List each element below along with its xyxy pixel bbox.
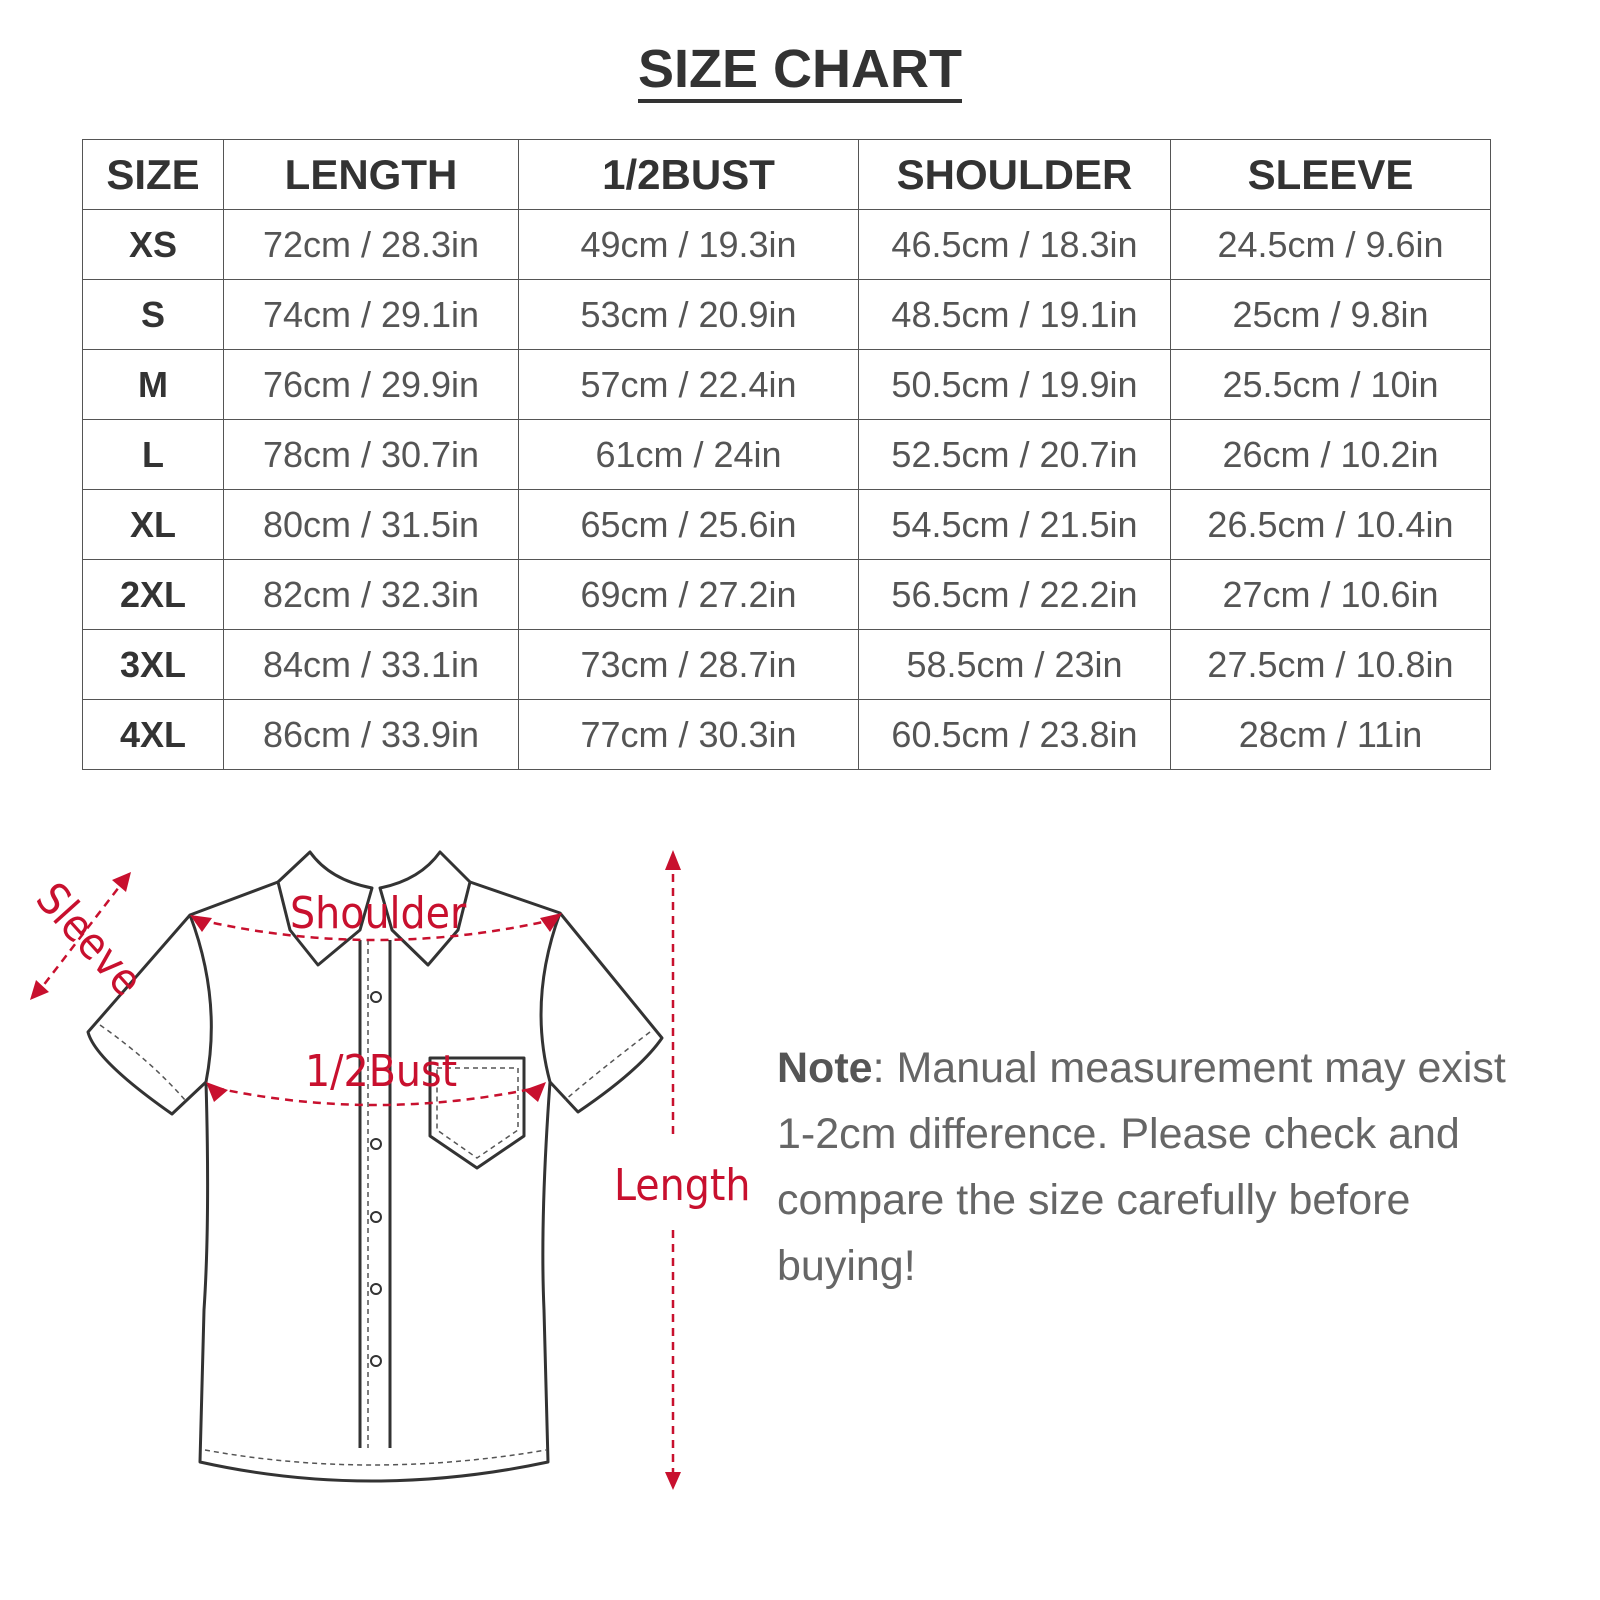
measurement-cell: 25cm / 9.8in (1170, 279, 1491, 350)
measurement-cell: 26.5cm / 10.4in (1170, 489, 1491, 560)
measurement-cell: 77cm / 30.3in (518, 699, 859, 770)
measurement-cell: 53cm / 20.9in (518, 279, 859, 350)
measurement-cell: 50.5cm / 19.9in (858, 349, 1171, 420)
size-cell: M (82, 349, 224, 420)
column-header: LENGTH (223, 139, 519, 210)
shirt-outline (86, 880, 664, 1483)
measurement-cell: 49cm / 19.3in (518, 209, 859, 280)
measurement-cell: 26cm / 10.2in (1170, 419, 1491, 490)
column-header: SLEEVE (1170, 139, 1491, 210)
table-row: XS 72cm / 28.3in 49cm / 19.3in 46.5cm / 18.… (82, 209, 1491, 280)
measurement-cell: 24.5cm / 9.6in (1170, 209, 1491, 280)
page-title: SIZE CHART (0, 38, 1600, 103)
measurement-cell: 61cm / 24in (518, 419, 859, 490)
length-label: Length (614, 1160, 750, 1211)
size-cell: S (82, 279, 224, 350)
measurement-cell: 58.5cm / 23in (858, 629, 1171, 700)
note-label: Note (777, 1044, 873, 1092)
column-header: SHOULDER (858, 139, 1171, 210)
size-cell: 4XL (82, 699, 224, 770)
pocket (428, 1056, 526, 1170)
size-cell: XL (82, 489, 224, 560)
measurement-cell: 60.5cm / 23.8in (858, 699, 1171, 770)
table-row: XL 80cm / 31.5in 65cm / 25.6in 54.5cm / 21.… (82, 489, 1491, 560)
measurement-cell: 72cm / 28.3in (223, 209, 519, 280)
size-cell: 3XL (82, 629, 224, 700)
measurement-cell: 27.5cm / 10.8in (1170, 629, 1491, 700)
size-table: SIZE LENGTH 1/2BUST SHOULDER SLEEVE XS 72cm /… (82, 139, 1491, 770)
measurement-cell: 73cm / 28.7in (518, 629, 859, 700)
table-row: L 78cm / 30.7in 61cm / 24in 52.5cm / 20.7in… (82, 419, 1491, 490)
table-row: S 74cm / 29.1in 53cm / 20.9in 48.5cm / 19.1… (82, 279, 1491, 350)
bust-label: 1/2Bust (305, 1046, 457, 1097)
measurement-cell: 74cm / 29.1in (223, 279, 519, 350)
measurement-cell: 54.5cm / 21.5in (858, 489, 1171, 560)
measurement-cell: 57cm / 22.4in (518, 349, 859, 420)
measurement-cell: 80cm / 31.5in (223, 489, 519, 560)
size-cell: 2XL (82, 559, 224, 630)
table-row: 4XL 86cm / 33.9in 77cm / 30.3in 60.5cm / 23… (82, 699, 1491, 770)
shoulder-label: Shoulder (290, 888, 467, 939)
size-cell: L (82, 419, 224, 490)
measurement-cell: 86cm / 33.9in (223, 699, 519, 770)
size-cell: XS (82, 209, 224, 280)
column-header: 1/2BUST (518, 139, 859, 210)
measurement-cell: 69cm / 27.2in (518, 559, 859, 630)
note-text: Note: Manual measurement may exist 1-2cm… (777, 1044, 1506, 1290)
measurement-cell: 84cm / 33.1in (223, 629, 519, 700)
measurement-cell: 56.5cm / 22.2in (858, 559, 1171, 630)
sleeve-label: Sleeve (26, 873, 153, 1006)
measurement-cell: 78cm / 30.7in (223, 419, 519, 490)
measurement-cell: 48.5cm / 19.1in (858, 279, 1171, 350)
table-row: 3XL 84cm / 33.1in 73cm / 28.7in 58.5cm / 23… (82, 629, 1491, 700)
measurement-cell: 65cm / 25.6in (518, 489, 859, 560)
measurement-cell: 52.5cm / 20.7in (858, 419, 1171, 490)
table-row: 2XL 82cm / 32.3in 69cm / 27.2in 56.5cm / 22… (82, 559, 1491, 630)
column-header: SIZE (82, 139, 224, 210)
shirt-diagram: Shoulder 1/2Bust Length Sleeve (26, 850, 750, 1490)
measurement-cell: 46.5cm / 18.3in (858, 209, 1171, 280)
measurement-cell: 27cm / 10.6in (1170, 559, 1491, 630)
measurement-cell: 25.5cm / 10in (1170, 349, 1491, 420)
table-header-row: SIZE LENGTH 1/2BUST SHOULDER SLEEVE (82, 139, 1491, 210)
measurement-cell: 28cm / 11in (1170, 699, 1491, 770)
measurement-cell: 76cm / 29.9in (223, 349, 519, 420)
collar (276, 850, 472, 967)
placket (358, 940, 392, 1448)
measurement-cell: 82cm / 32.3in (223, 559, 519, 630)
table-row: M 76cm / 29.9in 57cm / 22.4in 50.5cm / 19.9… (82, 349, 1491, 420)
